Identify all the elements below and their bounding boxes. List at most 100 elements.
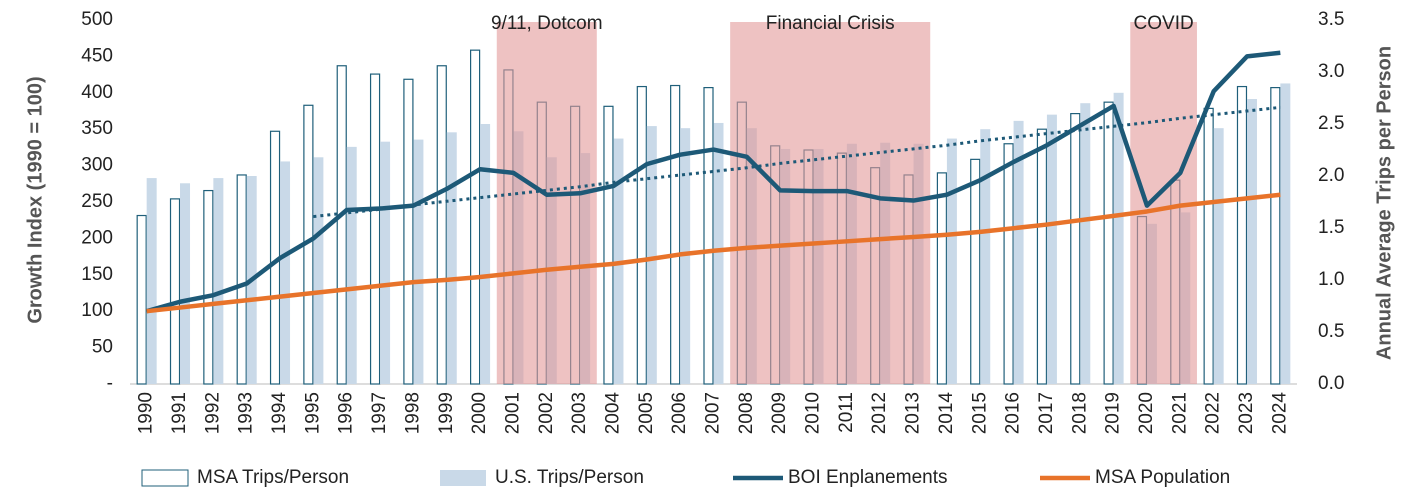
bar <box>1270 86 1281 385</box>
x-tick-label: 1999 <box>436 392 457 434</box>
bar <box>1036 128 1048 385</box>
x-tick-label: 2010 <box>803 392 824 434</box>
x-tick-label: 2015 <box>969 392 990 434</box>
line <box>146 50 1281 314</box>
legend-label: U.S. Trips/Person <box>495 467 644 488</box>
y2ticks-label: 3.0 <box>1318 61 1344 82</box>
yticks-label: 150 <box>81 264 113 285</box>
x-tick-label: 2002 <box>536 392 557 434</box>
bar <box>1046 114 1057 384</box>
x-tick-label: 2023 <box>1236 392 1257 434</box>
bar <box>970 158 981 385</box>
y2ticks-label: 1.0 <box>1318 269 1344 290</box>
bar <box>1236 85 1248 385</box>
x-tick-label: 2003 <box>569 392 590 434</box>
bar <box>313 157 324 384</box>
x-tick-label: 2017 <box>1036 392 1057 434</box>
bar <box>936 172 948 385</box>
y2ticks-label: 0.5 <box>1318 321 1344 342</box>
yticks-label: 350 <box>81 118 113 139</box>
bar <box>670 84 681 385</box>
bar <box>280 161 291 384</box>
x-tick-label: 2000 <box>469 392 490 434</box>
bar <box>1003 143 1014 385</box>
bar <box>346 146 357 384</box>
bar <box>703 86 714 385</box>
bar <box>236 174 247 385</box>
x-tick-label: 2014 <box>936 392 957 435</box>
bar <box>1103 101 1114 385</box>
x-tick-label: 2022 <box>1203 392 1224 434</box>
bar <box>413 139 424 384</box>
bar <box>336 65 347 385</box>
x-tick-label: 2024 <box>1269 392 1290 435</box>
x-tick-label: 2019 <box>1103 392 1124 434</box>
yticks-label: 100 <box>81 300 113 321</box>
y2ticks-label: 2.5 <box>1318 113 1344 134</box>
bar <box>436 65 447 385</box>
x-tick-label: 2004 <box>602 392 623 435</box>
bar <box>470 49 481 385</box>
yticks-label: - <box>107 373 113 394</box>
bar <box>603 105 614 385</box>
x-tick-label: 1990 <box>136 392 157 434</box>
region-label: Financial Crisis <box>766 13 895 34</box>
bar <box>1013 120 1024 384</box>
y-axis-label: Growth Index (1990 = 100) <box>24 76 46 323</box>
yticks-label: 250 <box>81 191 113 212</box>
x-tick-label: 2005 <box>636 392 657 434</box>
bar <box>1080 103 1091 384</box>
x-tick-label: 2008 <box>736 392 757 434</box>
x-tick-label: 2011 <box>836 392 857 433</box>
legend-swatch <box>440 470 486 486</box>
bar <box>1280 83 1291 384</box>
x-tick-label: 2013 <box>903 392 924 434</box>
x-tick-label: 1992 <box>202 392 223 434</box>
bar <box>369 73 381 385</box>
legend-swatch <box>141 469 189 487</box>
yticks-label: 50 <box>92 337 113 358</box>
bar <box>1246 99 1257 384</box>
x-tick-label: 1994 <box>269 392 290 435</box>
x-tick-label: 1996 <box>336 392 357 434</box>
x-tick-label: 2012 <box>869 392 890 434</box>
x-tick-label: 1991 <box>169 392 190 434</box>
x-tick-label: 2016 <box>1003 392 1024 434</box>
bar <box>1070 112 1081 385</box>
bar <box>213 178 224 384</box>
bar <box>1213 128 1224 384</box>
line <box>146 192 1281 314</box>
bar <box>203 189 214 385</box>
legend-label: MSA Trips/Person <box>197 467 349 488</box>
x-tick-label: 2006 <box>669 392 690 434</box>
x-tick-label: 2021 <box>1169 392 1190 434</box>
legend-label: BOI Enplanements <box>788 467 947 488</box>
x-tick-label: 2009 <box>769 392 790 434</box>
region-label: COVID <box>1134 13 1194 34</box>
x-tick-label: 2001 <box>502 392 523 434</box>
bar <box>713 122 724 385</box>
x-tick-label: 1993 <box>236 392 257 434</box>
bar <box>146 178 157 384</box>
bar <box>380 141 391 384</box>
y2-axis-label: Annual Average Trips per Person <box>1373 46 1395 360</box>
bar <box>136 214 147 385</box>
region-label: 9/11, Dotcom <box>491 13 603 34</box>
bar <box>446 132 457 384</box>
trend-line <box>313 105 1281 219</box>
bar <box>169 198 181 385</box>
bar <box>1113 92 1124 385</box>
yticks-label: 300 <box>81 155 113 176</box>
bar <box>180 183 191 384</box>
x-tick-label: 1998 <box>402 392 423 434</box>
x-tick-label: 1997 <box>369 392 390 434</box>
bar <box>980 129 991 384</box>
x-tick-label: 2007 <box>703 392 724 434</box>
y2ticks-label: 1.5 <box>1318 217 1344 238</box>
yticks-label: 500 <box>81 9 113 30</box>
shaded-region <box>730 22 931 384</box>
shaded-region <box>496 22 597 384</box>
yticks-label: 200 <box>81 227 113 248</box>
y2ticks-label: 3.5 <box>1318 9 1344 30</box>
